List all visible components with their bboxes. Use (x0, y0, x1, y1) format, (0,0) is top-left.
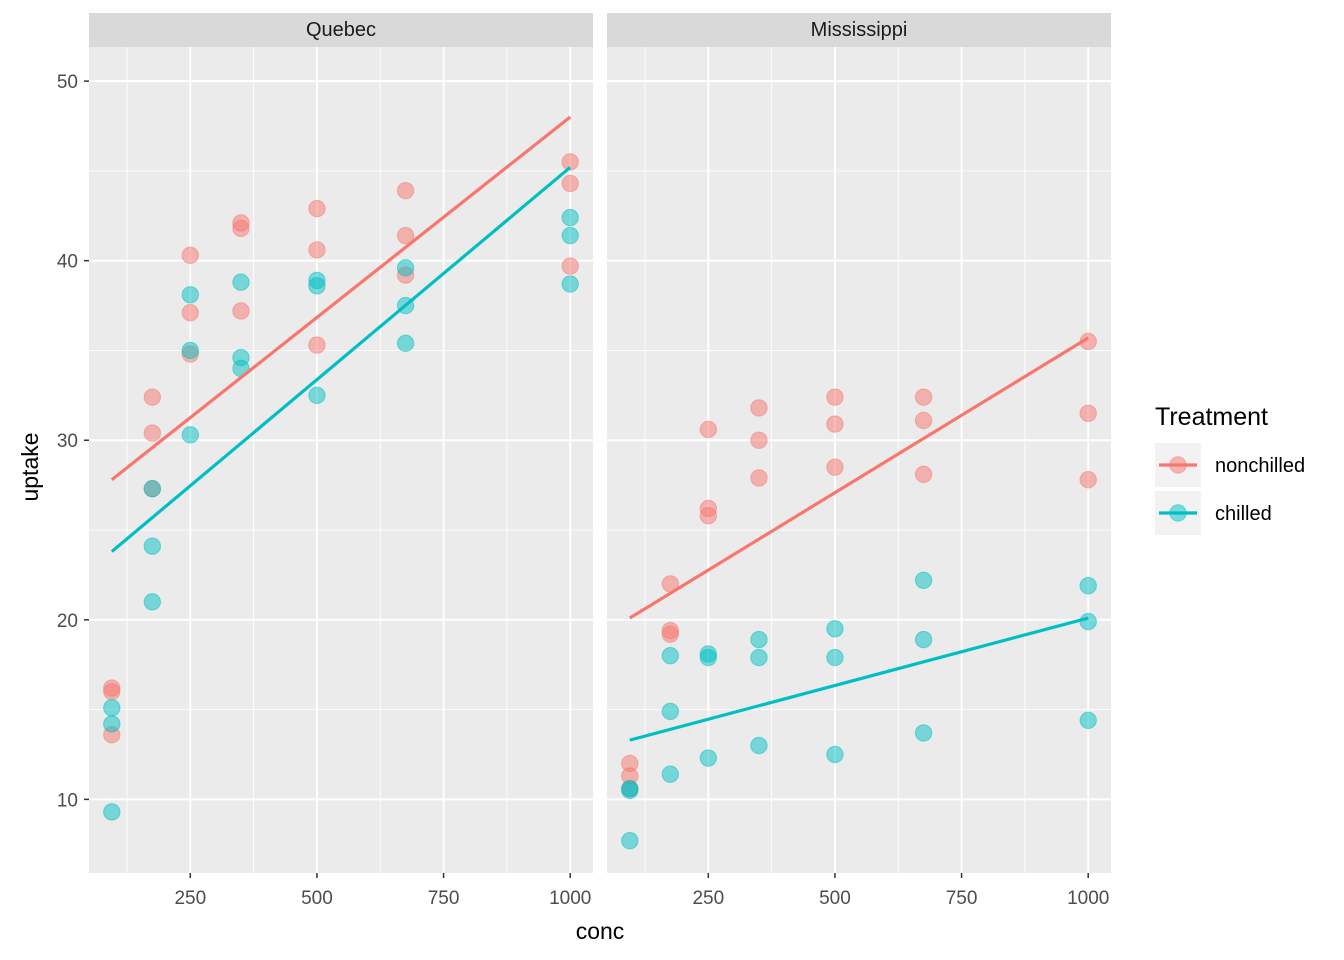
data-point-chilled (661, 647, 680, 665)
data-point-chilled (561, 208, 579, 227)
data-point-chilled (396, 334, 415, 352)
x-tick-label: 1000 (549, 888, 591, 909)
data-point-nonchilled (699, 506, 718, 525)
data-point-chilled (181, 286, 200, 304)
legend: nonchilled chilled (1155, 443, 1305, 535)
data-point-chilled (826, 620, 844, 638)
data-point-chilled (826, 648, 844, 667)
facet-strip-label: Mississippi (811, 19, 908, 41)
data-point-chilled (914, 630, 933, 649)
data-point-nonchilled (914, 465, 933, 484)
data-point-nonchilled (232, 302, 250, 320)
y-axis-title: uptake (17, 432, 43, 501)
data-point-nonchilled (181, 246, 200, 264)
data-point-nonchilled (308, 241, 326, 259)
facet-strip (89, 13, 593, 47)
x-tick-label: 500 (819, 888, 851, 909)
data-point-chilled (914, 724, 933, 742)
data-point-chilled (308, 271, 326, 290)
data-point-chilled (621, 779, 639, 798)
fit-line-chilled (110, 166, 572, 553)
data-point-nonchilled (914, 388, 933, 406)
legend-key-point-nonchilled (1169, 456, 1187, 474)
panel-background (89, 47, 593, 873)
data-point-chilled (103, 715, 121, 733)
data-point-chilled (181, 426, 200, 444)
data-point-chilled (699, 648, 718, 667)
data-point-chilled (103, 803, 121, 821)
data-point-chilled (1079, 576, 1097, 595)
legend-label-chilled: chilled (1215, 503, 1272, 525)
data-point-chilled (826, 745, 844, 764)
data-point-nonchilled (143, 424, 162, 442)
data-point-chilled (143, 593, 162, 611)
legend-key-point-chilled (1169, 504, 1187, 522)
x-axis-title: conc (576, 918, 625, 944)
x-tick-label: 750 (428, 888, 460, 909)
data-point-nonchilled (826, 458, 844, 476)
data-point-nonchilled (561, 174, 579, 193)
facet-panel-quebec: Quebec 250 500 750 1000 10 20 30 40 50 (57, 13, 593, 909)
data-point-chilled (396, 259, 415, 277)
data-point-chilled (143, 537, 162, 555)
data-point-chilled (750, 736, 768, 755)
data-point-chilled (561, 275, 579, 293)
data-point-chilled (561, 226, 579, 245)
data-point-chilled (621, 831, 639, 850)
fit-line-nonchilled (628, 336, 1090, 620)
data-point-nonchilled (1079, 404, 1097, 423)
data-point-nonchilled (1079, 471, 1097, 489)
data-point-nonchilled (561, 257, 579, 275)
y-tick-label: 30 (57, 431, 78, 452)
data-point-chilled (1079, 711, 1097, 730)
data-point-nonchilled (396, 181, 415, 200)
data-point-chilled (750, 630, 768, 649)
data-point-nonchilled (750, 469, 768, 487)
data-point-chilled (699, 749, 718, 767)
data-point-nonchilled (826, 388, 844, 406)
facet-panel-mississippi: Mississippi 250 500 750 1000 (607, 13, 1111, 909)
y-tick-label: 40 (57, 252, 78, 273)
y-tick-label: 20 (57, 611, 78, 632)
data-point-nonchilled (181, 304, 200, 322)
legend-label-nonchilled: nonchilled (1215, 455, 1305, 477)
data-point-chilled (308, 386, 326, 405)
data-point-chilled (103, 699, 121, 717)
data-point-chilled (1079, 612, 1097, 631)
x-tick-label: 250 (692, 888, 724, 909)
data-point-chilled (661, 702, 680, 721)
data-point-nonchilled (232, 214, 250, 232)
x-tick-label: 1000 (1067, 888, 1109, 909)
data-point-nonchilled (308, 199, 326, 218)
data-point-nonchilled (308, 336, 326, 354)
data-point-nonchilled (826, 415, 844, 433)
facet-strip (607, 13, 1111, 47)
x-tick-label: 250 (174, 888, 206, 909)
data-point-chilled (232, 273, 250, 291)
data-point-nonchilled (699, 420, 718, 439)
data-point-chilled (143, 480, 162, 498)
facet-strip-label: Quebec (306, 19, 376, 41)
data-point-nonchilled (143, 388, 162, 406)
data-point-chilled (750, 648, 768, 667)
data-point-nonchilled (750, 399, 768, 417)
fit-line-chilled (629, 616, 1089, 742)
panel-background (607, 47, 1111, 873)
fit-line-nonchilled (110, 115, 572, 482)
data-point-nonchilled (103, 679, 121, 697)
data-point-nonchilled (396, 226, 415, 245)
data-point-nonchilled (561, 153, 579, 171)
data-point-chilled (661, 765, 680, 783)
data-point-chilled (181, 341, 200, 360)
data-point-nonchilled (661, 621, 680, 640)
data-point-nonchilled (914, 411, 933, 430)
y-tick-label: 10 (57, 790, 78, 811)
legend-title: Treatment (1155, 403, 1268, 431)
y-tick-label: 50 (57, 72, 78, 93)
data-point-chilled (914, 571, 933, 590)
x-tick-label: 750 (946, 888, 978, 909)
x-tick-label: 500 (301, 888, 333, 909)
data-point-nonchilled (750, 431, 768, 449)
